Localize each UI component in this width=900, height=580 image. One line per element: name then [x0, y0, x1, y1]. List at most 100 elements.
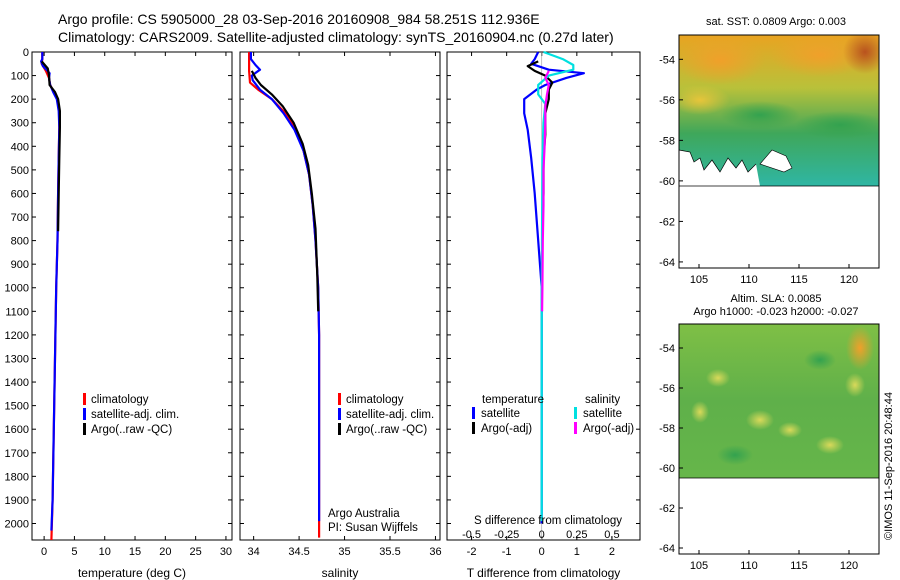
x-tick-label: 1 [574, 546, 580, 558]
y-tick-label: 500 [11, 165, 29, 177]
y-tick-label: 700 [11, 212, 29, 224]
y-tick-label: 1600 [5, 424, 29, 436]
salinity-x-axis-label: salinity [322, 566, 359, 580]
sla-heatmap-image [679, 324, 879, 478]
legend-swatch [574, 407, 577, 419]
map-x-tick-label: 105 [690, 274, 708, 286]
map-y-tick-label: -64 [659, 257, 675, 269]
sla-map-subtitle: Argo h1000: -0.023 h2000: -0.027 [693, 306, 858, 318]
map-x-tick-label: 120 [840, 274, 858, 286]
map-y-tick-label: -62 [659, 503, 675, 515]
legend-swatch [83, 423, 86, 435]
legend-title-temperature: temperature [482, 394, 544, 406]
temperature-axes-frame [31, 51, 233, 541]
y-tick-label: 900 [11, 259, 29, 271]
imos-timestamp-watermark: ©IMOS 11-Sep-2016 20:48:44 [883, 392, 895, 540]
y-tick-label: 1700 [5, 448, 29, 460]
x-tick-label: 10 [99, 546, 111, 558]
salinity-axes-frame [239, 51, 441, 541]
map-y-tick-label: -56 [659, 95, 675, 107]
legend-entry: climatology [91, 394, 149, 406]
legend-swatch [574, 422, 577, 434]
legend-swatch [83, 408, 86, 420]
s-difference-tick-label: 0.5 [604, 529, 619, 541]
x-tick-label: 36 [429, 546, 441, 558]
y-tick-label: 800 [11, 236, 29, 248]
y-tick-label: 2000 [5, 518, 29, 530]
series-line-argo-raw-qc [250, 70, 320, 312]
x-tick-label: -2 [467, 546, 477, 558]
x-tick-label: 30 [220, 546, 232, 558]
x-tick-label: 25 [190, 546, 202, 558]
y-tick-label: 1400 [5, 377, 29, 389]
series-line-satellite-adj-clim [40, 52, 61, 531]
x-tick-label: 35 [338, 546, 350, 558]
legend-swatch [472, 407, 475, 419]
y-tick-label: 1000 [5, 283, 29, 295]
series-line-argo-raw-qc [40, 60, 61, 232]
legend-swatch [338, 408, 341, 420]
y-tick-label: 0 [23, 47, 29, 59]
temperature-profile-panel: 0 5 10 15 20 25 300100200300400500600700800900… [5, 47, 233, 580]
s-difference-tick-label: 0.25 [566, 529, 587, 541]
y-tick-label: 100 [11, 71, 29, 83]
s-difference-axis-label: S difference from climatology [474, 515, 622, 527]
map-y-tick-label: -64 [659, 543, 675, 555]
salinity-profile-panel: 34 34.5 35 35.5 36 salinity climatology satelli… [239, 51, 442, 580]
float-attribution: PI: Susan Wijffels [328, 522, 418, 534]
y-tick-label: 1900 [5, 495, 29, 507]
figure-title-line1: Argo profile: CS 5905000_28 03-Sep-2016 … [58, 11, 540, 27]
legend-entry: Argo(..raw -QC) [91, 424, 172, 436]
s-difference-tick-label: -0.5 [462, 529, 481, 541]
legend-entry: satellite-adj. clim. [346, 409, 434, 421]
sst-map-title: sat. SST: 0.0809 Argo: 0.003 [706, 16, 846, 28]
legend-entry: climatology [346, 394, 404, 406]
legend-title-salinity: salinity [585, 394, 620, 406]
map-x-tick-label: 110 [740, 274, 758, 286]
x-tick-label: 5 [71, 546, 77, 558]
y-tick-label: 1100 [5, 306, 29, 318]
map-y-tick-label: -62 [659, 216, 675, 228]
legend-swatch [338, 393, 341, 405]
sla-map-axes-ticks: 105 110 115 120 -54 -56 -58 -60 -62 -64 [659, 343, 858, 572]
float-attribution: Argo Australia [328, 508, 400, 520]
s-difference-tick-label: 0 [539, 529, 545, 541]
y-tick-label: 1200 [5, 330, 29, 342]
difference-profile-panel: -2 -1 0 1 2 T difference from climatology temp… [446, 50, 641, 580]
map-x-tick-label: 105 [690, 560, 708, 572]
series-line-climatology [248, 52, 321, 538]
map-x-tick-label: 115 [790, 560, 808, 572]
y-tick-label: 1800 [5, 471, 29, 483]
series-line-satellite-adj-clim [249, 52, 321, 522]
temperature-x-axis-label: temperature (deg C) [78, 566, 186, 580]
map-y-tick-label: -56 [659, 383, 675, 395]
x-tick-label: 20 [159, 546, 171, 558]
map-x-tick-label: 110 [740, 560, 758, 572]
map-x-tick-label: 115 [790, 274, 808, 286]
y-tick-label: 1500 [5, 401, 29, 413]
x-tick-label: 2 [609, 546, 615, 558]
legend-entry: satellite [481, 408, 520, 420]
legend-entry: Argo(-adj) [481, 423, 532, 435]
x-tick-label: 35.5 [379, 546, 400, 558]
x-tick-label: 0 [41, 546, 47, 558]
series-line-salinity-argo-adj [541, 70, 550, 312]
map-y-tick-label: -58 [659, 135, 675, 147]
y-tick-label: 300 [11, 118, 29, 130]
map-x-tick-label: 120 [840, 560, 858, 572]
map-y-tick-label: -54 [659, 54, 675, 66]
y-tick-label: 600 [11, 188, 29, 200]
differences-x-axis-label: T difference from climatology [467, 566, 621, 580]
y-tick-label: 1300 [5, 353, 29, 365]
map-y-tick-label: -60 [659, 176, 675, 188]
map-y-tick-label: -54 [659, 343, 675, 355]
series-line-temperature-satellite [523, 51, 585, 524]
x-tick-label: 34 [248, 546, 260, 558]
sla-map-title: Altim. SLA: 0.0085 [730, 293, 821, 305]
legend-entry: Argo(..raw -QC) [346, 424, 427, 436]
x-tick-label: 34.5 [288, 546, 309, 558]
figure-title-line2: Climatology: CARS2009. Satellite-adjuste… [58, 29, 614, 45]
y-tick-label: 400 [11, 141, 29, 153]
legend-entry: satellite-adj. clim. [91, 409, 179, 421]
